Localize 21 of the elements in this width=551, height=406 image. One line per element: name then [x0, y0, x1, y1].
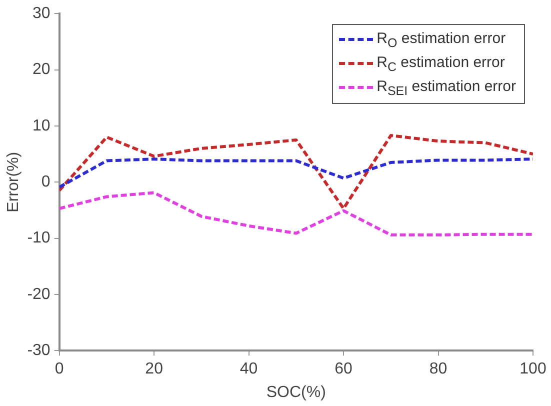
legend-label: R$_{C}$ estimation error	[376, 54, 505, 74]
x-tick-label: 100	[520, 360, 546, 378]
y-tick-label: 0	[41, 174, 50, 191]
y-tick-label: -10	[27, 230, 50, 247]
x-tick-label: 60	[334, 360, 353, 378]
line-series	[59, 134, 533, 210]
x-axis-title: SOC(%)	[266, 384, 326, 401]
x-tick-label: 0	[54, 360, 64, 378]
x-tick-label: 80	[429, 360, 448, 378]
line-series	[59, 158, 533, 189]
x-tick-label: 20	[145, 360, 164, 378]
y-tick-label: 30	[32, 5, 50, 22]
line-series	[59, 191, 533, 236]
y-tick-label: 20	[32, 61, 50, 78]
y-tick-label: -30	[27, 342, 50, 360]
y-tick-label: -20	[27, 286, 50, 303]
y-tick-label: 10	[32, 117, 50, 134]
x-tick-label: 40	[240, 360, 258, 378]
y-axis-title: Error(%)	[5, 152, 22, 212]
legend-label: R$_{SEI}$ estimation error	[376, 78, 516, 98]
legend-label: R$_{O}$ estimation error	[376, 30, 506, 50]
